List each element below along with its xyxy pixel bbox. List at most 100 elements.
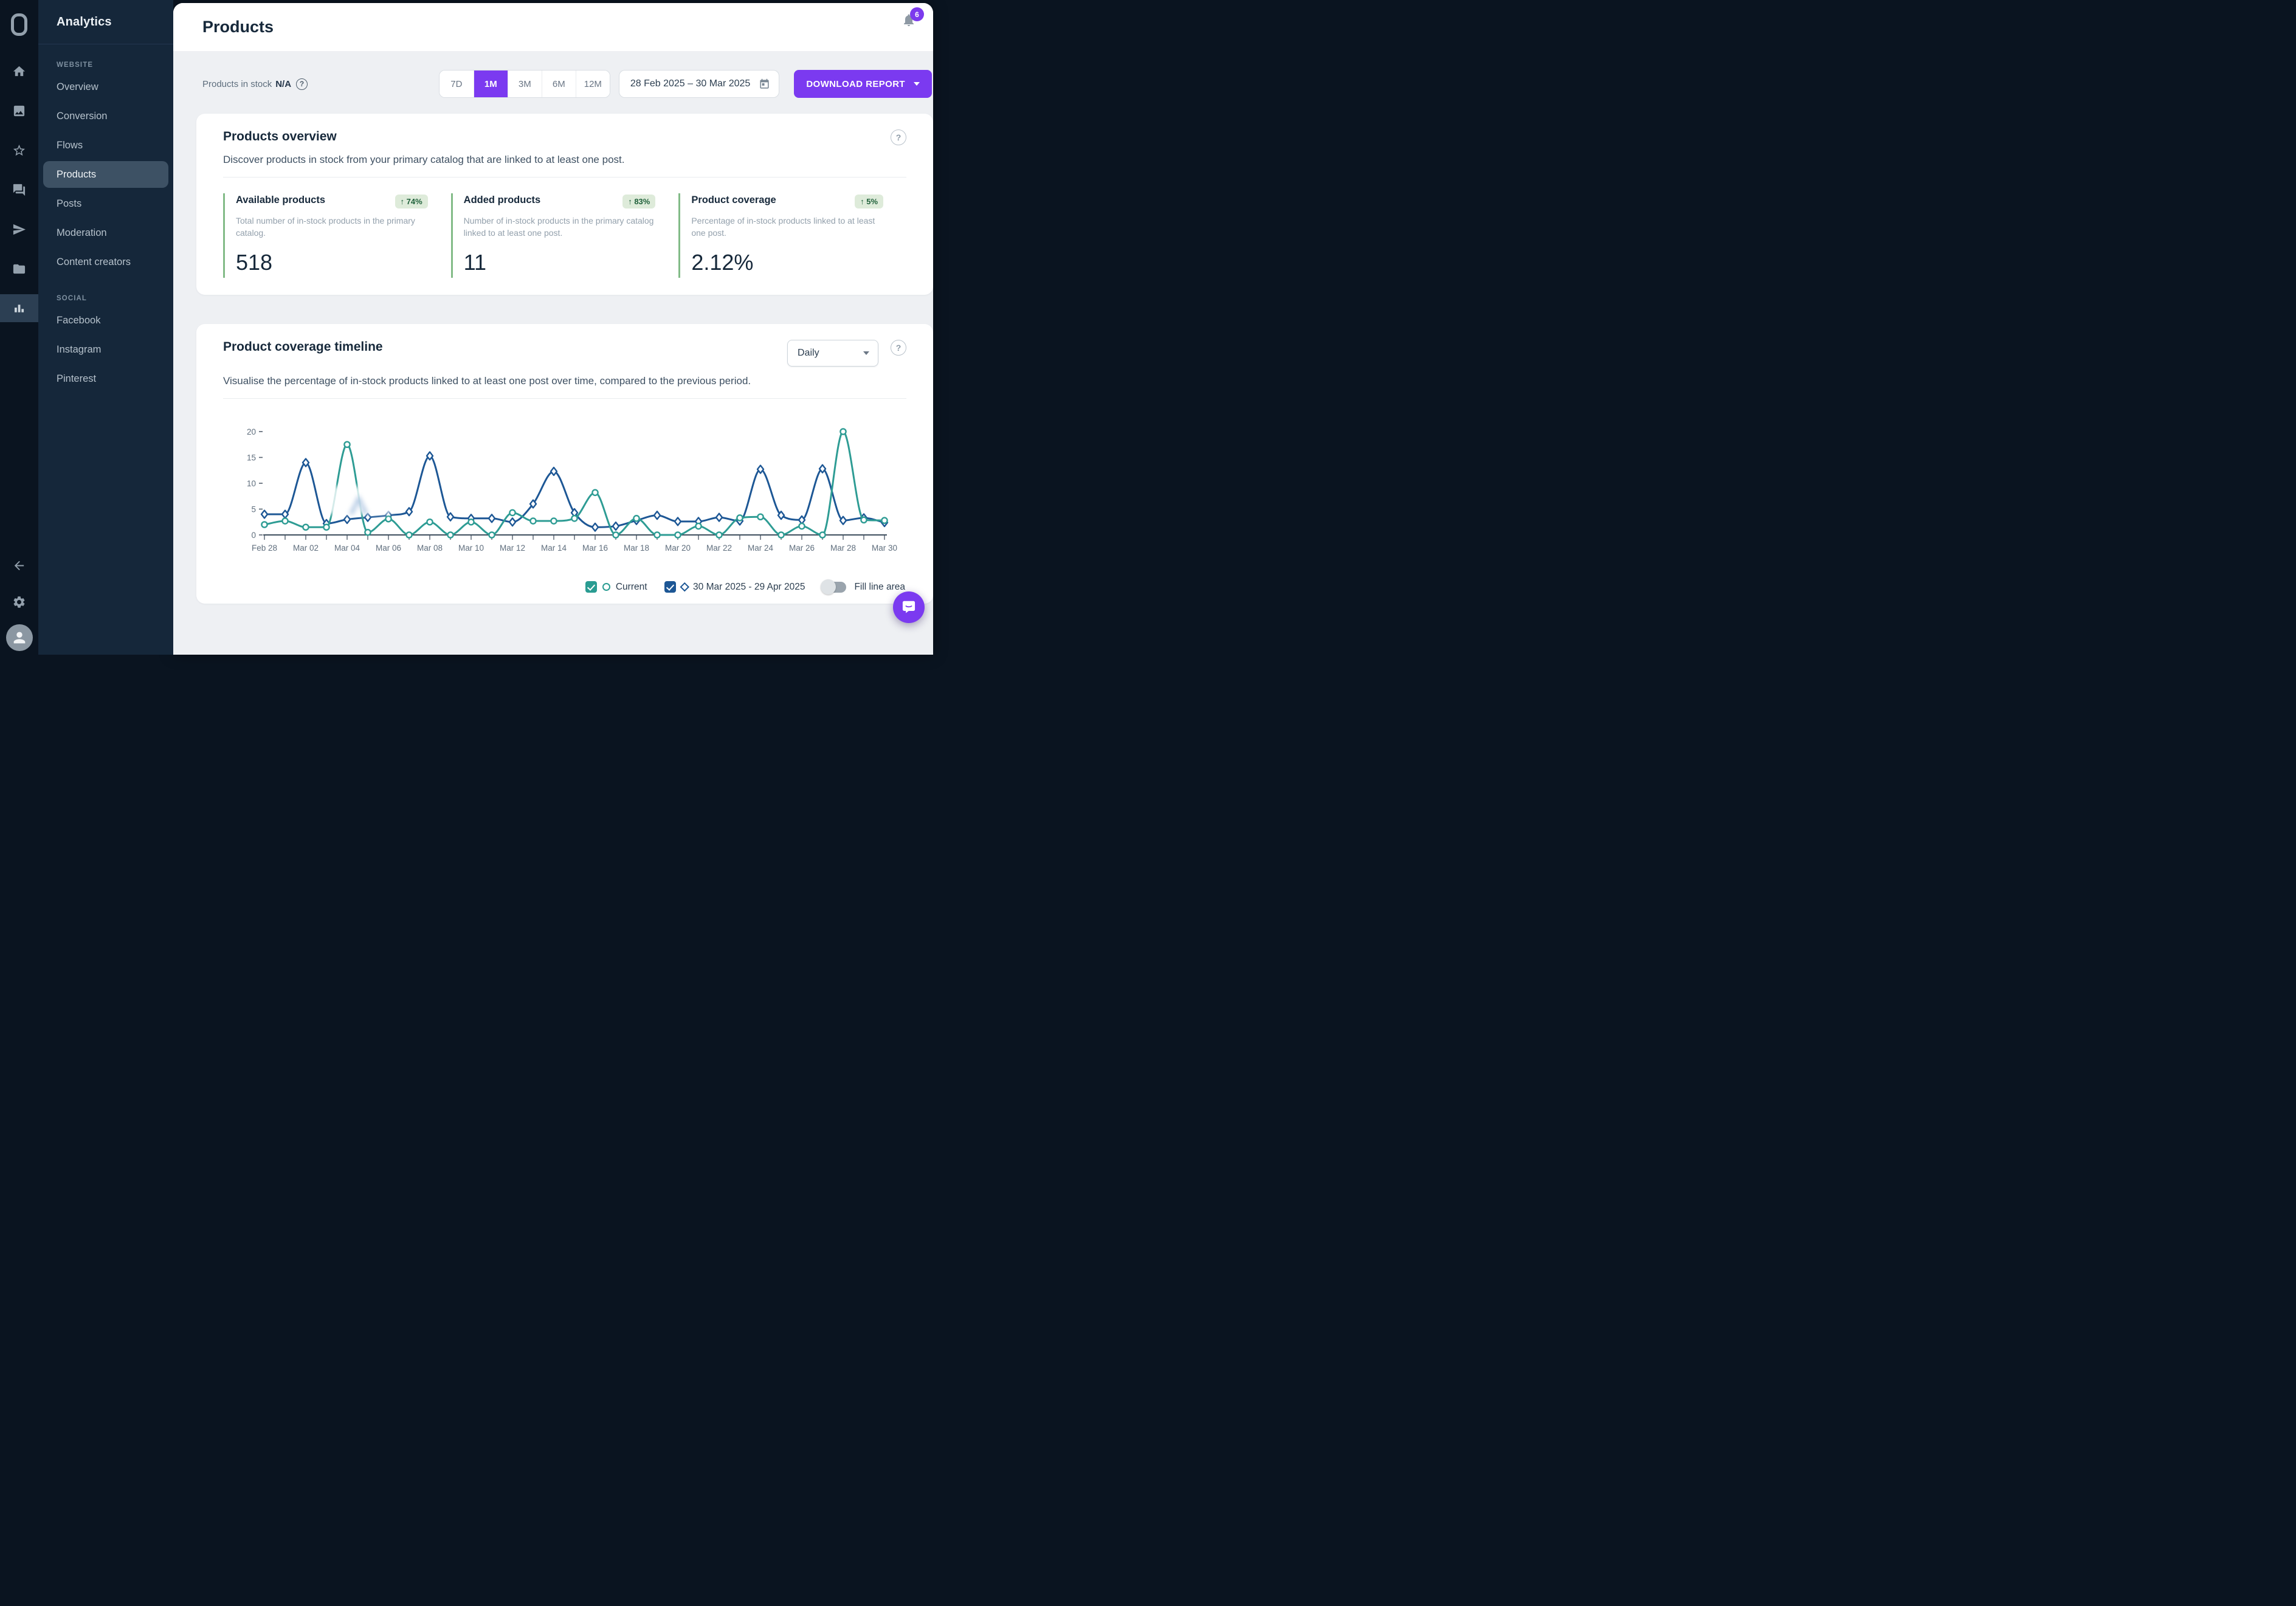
stock-value: N/A [275, 79, 291, 89]
rail-settings[interactable] [0, 588, 38, 616]
rail-media[interactable] [0, 97, 38, 125]
metric-value: 11 [464, 250, 656, 275]
legend-current: Current [585, 581, 647, 593]
range-7d-button[interactable]: 7D [440, 71, 474, 97]
svg-text:Mar 14: Mar 14 [541, 543, 567, 553]
metric-description: Total number of in-stock products in the… [236, 215, 428, 240]
svg-text:20: 20 [247, 427, 256, 436]
divider [223, 398, 906, 399]
sidebar-item-posts[interactable]: Posts [43, 190, 168, 217]
stock-line: Products in stock N/A ? [202, 78, 308, 90]
range-3m-button[interactable]: 3M [508, 71, 542, 97]
range-segmented-control: 7D 1M 3M 6M 12M [439, 70, 610, 98]
download-report-label: DOWNLOAD REPORT [806, 79, 905, 89]
page-header: Products 6 [173, 3, 933, 51]
app-logo[interactable] [11, 13, 27, 36]
svg-text:Mar 26: Mar 26 [789, 543, 815, 553]
page-title: Products [202, 18, 274, 36]
svg-text:Mar 18: Mar 18 [624, 543, 649, 553]
svg-text:Mar 12: Mar 12 [500, 543, 525, 553]
calendar-icon [759, 78, 770, 90]
svg-text:Mar 02: Mar 02 [293, 543, 319, 553]
overview-help-icon[interactable]: ? [891, 129, 906, 145]
svg-text:10: 10 [247, 479, 256, 488]
sidebar-item-moderation[interactable]: Moderation [43, 219, 168, 246]
overview-card-title: Products overview [223, 129, 337, 144]
metric-product-coverage: Product coverage ↑ 5% Percentage of in-s… [678, 193, 906, 278]
icon-rail [0, 0, 38, 655]
date-range-picker[interactable]: 28 Feb 2025 – 30 Mar 2025 [619, 70, 779, 98]
timeline-help-icon[interactable]: ? [891, 340, 906, 356]
rail-favorites[interactable] [0, 136, 38, 164]
legend-current-label: Current [616, 582, 647, 593]
folder-icon [12, 262, 26, 276]
circle-marker-icon [602, 583, 610, 591]
svg-text:15: 15 [247, 453, 256, 463]
watermark-logo [326, 486, 392, 514]
previous-checkbox[interactable] [664, 581, 676, 593]
sidebar-item-flows[interactable]: Flows [43, 132, 168, 159]
legend-previous: 30 Mar 2025 - 29 Apr 2025 [664, 581, 805, 593]
rail-analytics[interactable] [0, 294, 38, 322]
svg-text:Mar 04: Mar 04 [334, 543, 360, 553]
svg-text:Mar 20: Mar 20 [665, 543, 691, 553]
sidebar-item-products[interactable]: Products [43, 161, 168, 188]
rail-library[interactable] [0, 255, 38, 283]
fill-line-area-toggle[interactable] [822, 582, 846, 593]
metric-trend-badge: ↑ 74% [395, 195, 428, 209]
overview-card-description: Discover products in stock from your pri… [223, 154, 906, 166]
svg-text:Mar 30: Mar 30 [872, 543, 897, 553]
toolbar: Products in stock N/A ? 7D 1M 3M 6M 12M … [202, 70, 932, 98]
sidebar-item-pinterest[interactable]: Pinterest [43, 365, 168, 392]
sidebar-item-instagram[interactable]: Instagram [43, 336, 168, 363]
rail-nav [0, 57, 38, 334]
current-checkbox[interactable] [585, 581, 597, 593]
legend-previous-label: 30 Mar 2025 - 29 Apr 2025 [693, 582, 805, 593]
rail-collapse[interactable] [0, 551, 38, 579]
chat-bubble-icon [901, 599, 917, 615]
chart-legend: Current 30 Mar 2025 - 29 Apr 2025 Fill l… [223, 581, 906, 593]
section-label-website: WEBSITE [57, 61, 173, 69]
sidebar-item-content-creators[interactable]: Content creators [43, 249, 168, 275]
granularity-value: Daily [798, 348, 819, 359]
rail-publish[interactable] [0, 215, 38, 243]
range-1m-button[interactable]: 1M [474, 71, 508, 97]
products-overview-card: Products overview ? Discover products in… [196, 114, 933, 295]
svg-text:5: 5 [251, 505, 256, 514]
svg-text:Mar 22: Mar 22 [706, 543, 732, 553]
svg-text:Mar 10: Mar 10 [458, 543, 484, 553]
back-arrow-icon [12, 559, 26, 573]
metric-trend-badge: ↑ 5% [855, 195, 883, 209]
sidebar-item-facebook[interactable]: Facebook [43, 307, 168, 334]
bar-chart-icon [12, 302, 26, 315]
timeline-card-description: Visualise the percentage of in-stock pro… [223, 375, 906, 387]
rail-conversations[interactable] [0, 176, 38, 204]
svg-text:0: 0 [251, 531, 256, 540]
chat-launcher-button[interactable] [893, 591, 925, 623]
rail-home[interactable] [0, 57, 38, 85]
timeline-card-title: Product coverage timeline [223, 340, 383, 354]
date-range-value: 28 Feb 2025 – 30 Mar 2025 [630, 78, 750, 89]
gear-icon [12, 595, 26, 609]
stock-help-icon[interactable]: ? [296, 78, 308, 90]
metric-available-products: Available products ↑ 74% Total number of… [223, 193, 451, 278]
svg-text:Mar 28: Mar 28 [830, 543, 856, 553]
chat-icon [12, 183, 26, 197]
home-icon [12, 64, 26, 78]
notifications-badge: 6 [910, 7, 924, 21]
sidebar-item-overview[interactable]: Overview [43, 74, 168, 100]
notifications-button[interactable]: 6 [902, 13, 917, 31]
user-avatar[interactable] [6, 624, 33, 651]
metric-title: Available products [236, 195, 325, 206]
granularity-select[interactable]: Daily [787, 340, 878, 367]
metric-title: Product coverage [691, 195, 776, 206]
sidebar-item-conversion[interactable]: Conversion [43, 103, 168, 129]
metric-description: Number of in-stock products in the prima… [464, 215, 656, 240]
range-12m-button[interactable]: 12M [576, 71, 610, 97]
download-report-button[interactable]: DOWNLOAD REPORT [794, 70, 932, 98]
svg-text:Mar 06: Mar 06 [376, 543, 401, 553]
metric-trend-badge: ↑ 83% [622, 195, 655, 209]
send-icon [12, 222, 26, 236]
person-icon [11, 629, 28, 646]
range-6m-button[interactable]: 6M [542, 71, 576, 97]
